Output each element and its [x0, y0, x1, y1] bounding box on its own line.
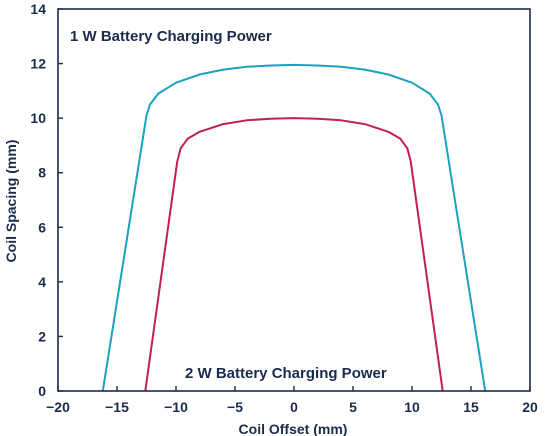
- y-tick-label: 6: [38, 219, 46, 235]
- x-tick-label: 0: [290, 399, 298, 415]
- y-tick-label: 12: [30, 56, 46, 72]
- series-line-2: [144, 117, 444, 392]
- axes: −20 −15 −10 −5 0 5 10 15 20 0 2 4 6 8 10 12 14: [30, 1, 538, 415]
- x-tick-label: −20: [46, 399, 70, 415]
- y-tick-label: 2: [38, 328, 46, 344]
- y-tick-label: 10: [30, 110, 46, 126]
- x-tick-label: −15: [105, 399, 129, 415]
- x-tick-label: 10: [404, 399, 420, 415]
- y-axis-title: Coil Spacing (mm): [3, 140, 19, 263]
- y-tick-label: 8: [38, 165, 46, 181]
- y-tick-label: 0: [38, 383, 46, 399]
- annotation-2w: 2 W Battery Charging Power: [185, 365, 387, 382]
- plot-frame: [57, 8, 531, 392]
- annotation-1w: 1 W Battery Charging Power: [70, 28, 272, 45]
- x-tick-label: −5: [227, 399, 243, 415]
- plot-area: [101, 63, 487, 392]
- x-tick-label: 15: [463, 399, 479, 415]
- x-axis-title: Coil Offset (mm): [239, 421, 348, 436]
- y-tick-label: 4: [38, 274, 46, 290]
- x-tick-label: 20: [522, 399, 538, 415]
- y-tick-label: 14: [30, 1, 46, 17]
- series-line-1: [101, 63, 487, 392]
- x-tick-label: 5: [349, 399, 357, 415]
- x-tick-label: −10: [164, 399, 188, 415]
